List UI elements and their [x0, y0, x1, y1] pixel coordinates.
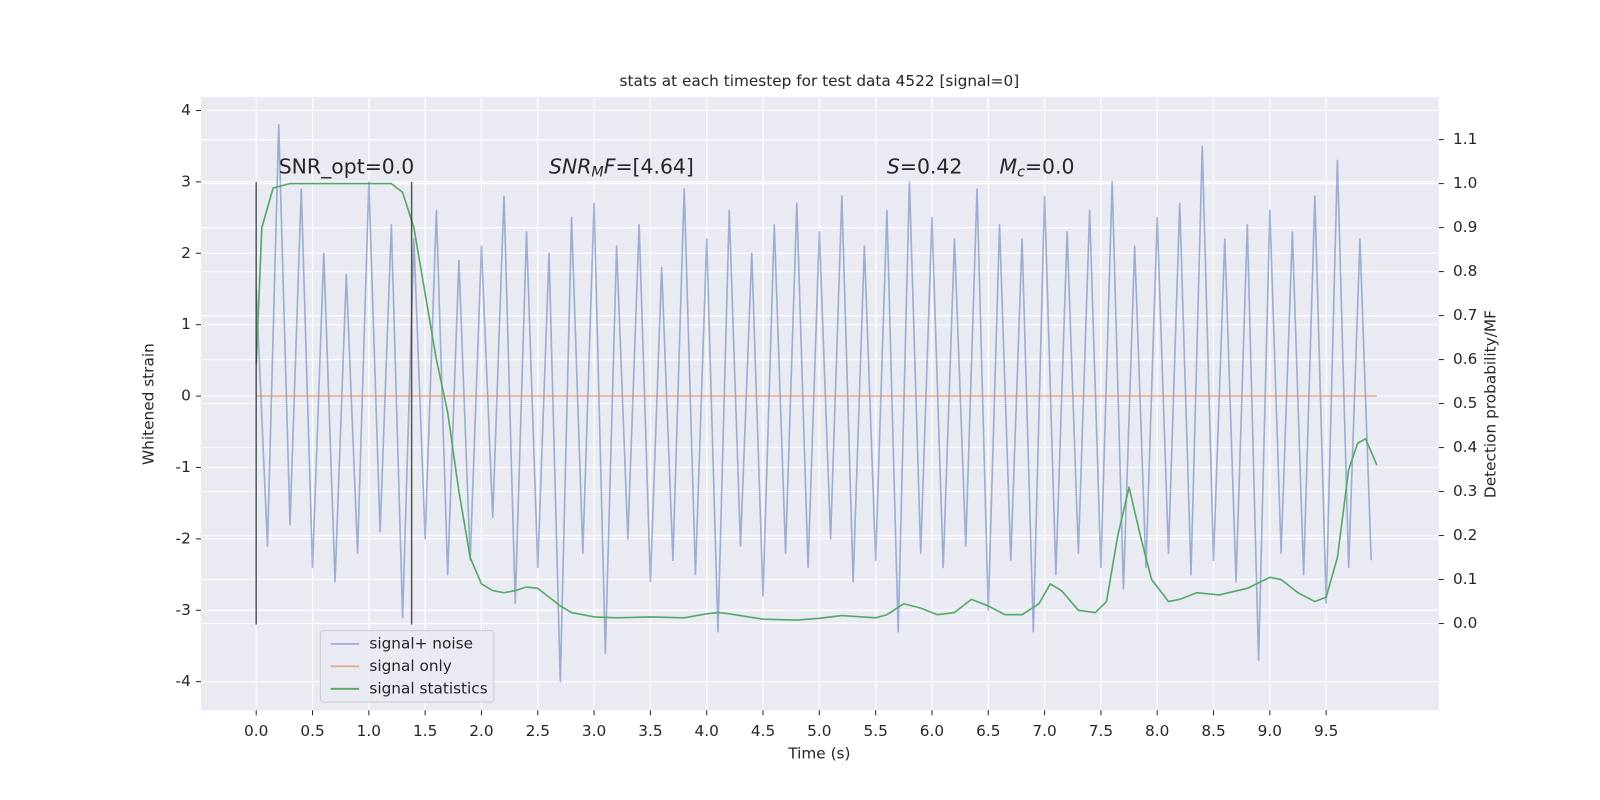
y2-tick-label: 0.7: [1453, 306, 1477, 324]
annotation-part: c: [1017, 165, 1025, 181]
y-tick-label: -4: [176, 672, 191, 690]
annotation-part: =0.0: [1025, 155, 1075, 179]
y-axis-label: Whitened strain: [139, 343, 157, 465]
y-tick-label: -2: [176, 529, 191, 547]
y-tick-label: 0: [181, 387, 191, 405]
x-tick-label: 5.5: [863, 722, 887, 740]
x-tick-label: 9.0: [1258, 722, 1282, 740]
series-line: [255, 123, 1373, 683]
legend-label: signal only: [369, 657, 451, 675]
y2-tick-label: 0.8: [1453, 262, 1477, 280]
x-tick-label: 1.5: [413, 722, 437, 740]
x-tick-label: 6.0: [920, 722, 944, 740]
annotation-part: =[4.64]: [615, 155, 693, 179]
x-tick-label: 2.5: [526, 722, 550, 740]
y2-tick-label: 0.6: [1453, 350, 1477, 368]
y2-tick-label: 0.0: [1453, 614, 1477, 632]
annotation: SNRMF=[4.64]: [549, 155, 694, 181]
y-tick-label: 3: [181, 172, 191, 190]
chart-title: stats at each timestep for test data 452…: [620, 72, 1020, 90]
y-tick-label: -3: [176, 601, 191, 619]
x-tick-label: 7.0: [1032, 722, 1056, 740]
annotation-part: F: [604, 155, 616, 179]
y2-tick-label: 1.1: [1453, 130, 1477, 148]
annotation-part: M: [1000, 155, 1018, 179]
annotation: Mc=0.0: [1000, 155, 1075, 181]
legend-label: signal+ noise: [369, 634, 473, 652]
annotation-part: M: [591, 165, 603, 181]
annotation-part: =0.42: [900, 155, 963, 179]
x-tick-label: 4.5: [751, 722, 775, 740]
legend-box: [319, 630, 495, 703]
x-tick-label: 8.0: [1145, 722, 1169, 740]
x-tick-label: 1.0: [357, 722, 381, 740]
annotation-part: S: [887, 155, 900, 179]
y2-tick-label: 0.3: [1453, 482, 1477, 500]
y2-axis-label: Detection probability/MF: [1481, 310, 1499, 498]
legend-label: signal statistics: [369, 679, 487, 697]
x-axis-label: Time (s): [787, 745, 850, 763]
y-tick-label: 2: [181, 244, 191, 262]
x-tick-label: 9.5: [1314, 722, 1338, 740]
x-tick-label: 4.0: [695, 722, 719, 740]
x-tick-label: 6.5: [976, 722, 1000, 740]
x-tick-label: 5.0: [807, 722, 831, 740]
x-tick-label: 8.5: [1201, 722, 1225, 740]
annotation: SNR_opt=0.0: [279, 155, 415, 180]
y2-tick-label: 0.2: [1453, 526, 1477, 544]
x-tick-label: 0.0: [244, 722, 268, 740]
y-tick-label: 4: [181, 101, 191, 119]
y-tick-label: 1: [181, 315, 191, 333]
x-tick-label: 7.5: [1089, 722, 1113, 740]
y2-tick-label: 0.5: [1453, 394, 1477, 412]
y2-tick-label: 0.1: [1453, 570, 1477, 588]
x-tick-label: 0.5: [300, 722, 324, 740]
y-tick-label: -1: [176, 458, 191, 476]
x-tick-label: 3.0: [582, 722, 606, 740]
annotation-part: SNR_opt=0.0: [279, 155, 415, 180]
y2-tick-label: 1.0: [1453, 174, 1477, 192]
y2-tick-label: 0.9: [1453, 218, 1477, 236]
x-tick-label: 3.5: [638, 722, 662, 740]
y2-tick-label: 0.4: [1453, 438, 1477, 456]
x-tick-label: 2.0: [469, 722, 493, 740]
annotation-part: SNR: [549, 155, 591, 179]
series-line: [255, 182, 1378, 621]
annotation: S=0.42: [887, 155, 962, 179]
